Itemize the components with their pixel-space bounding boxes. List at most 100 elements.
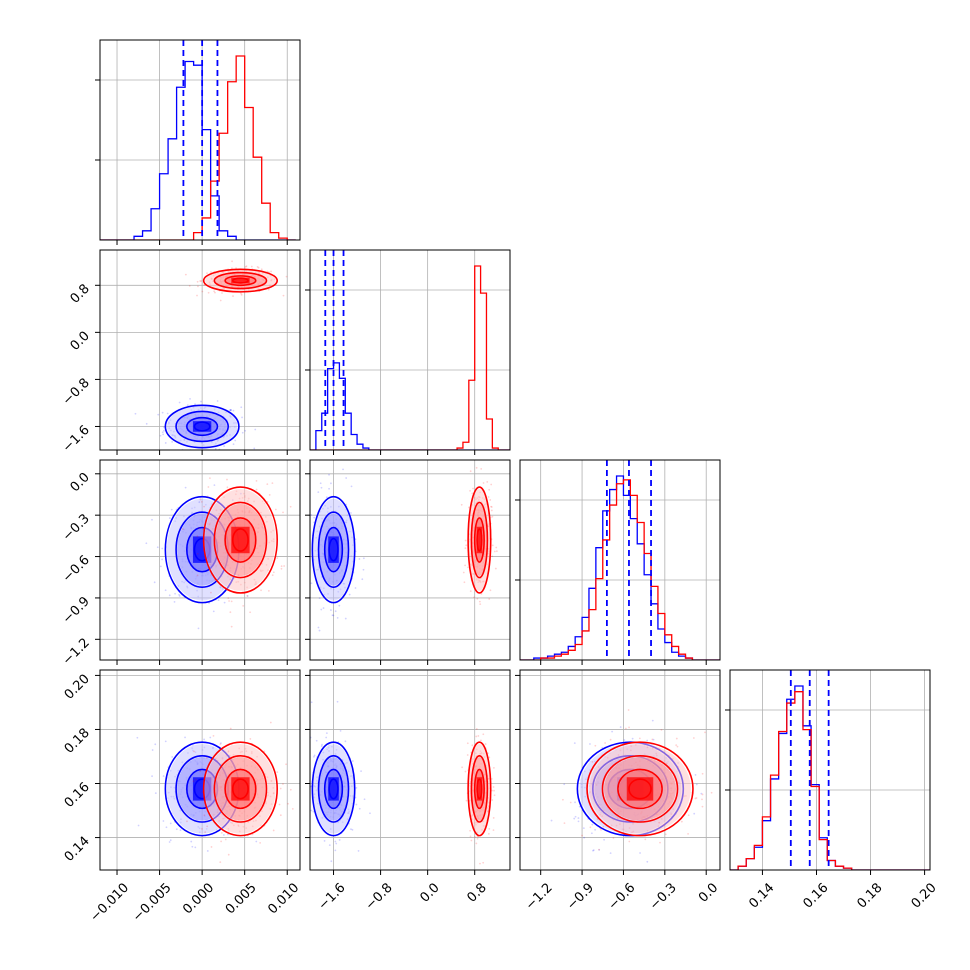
sample-point [488, 488, 491, 491]
sample-point [335, 842, 338, 845]
sample-point [186, 404, 189, 407]
sample-point [471, 813, 474, 816]
sample-point [655, 813, 658, 816]
sample-point [207, 522, 209, 525]
sample-point [563, 783, 566, 786]
sample-point [468, 533, 471, 536]
sample-point [483, 498, 486, 501]
sample-point [238, 815, 241, 817]
contour-blue [164, 404, 240, 449]
sample-point [617, 754, 620, 756]
sample-point [622, 796, 625, 799]
sample-point [612, 784, 615, 787]
sample-point [329, 609, 332, 611]
sample-point [194, 413, 197, 416]
sample-point [201, 574, 204, 577]
sample-point [350, 512, 352, 514]
sample-point [215, 509, 218, 512]
sample-point [610, 802, 613, 805]
sample-point [270, 278, 273, 281]
sample-point [488, 827, 491, 830]
sample-point [215, 786, 217, 789]
sample-point [170, 429, 172, 432]
sample-point [219, 545, 222, 548]
sample-point [482, 561, 485, 563]
sample-point [472, 782, 475, 785]
sample-point [212, 422, 215, 425]
sample-point [218, 535, 221, 538]
sample-point [260, 589, 262, 592]
sample-point [185, 430, 187, 433]
sample-point [208, 523, 211, 526]
sample-point [178, 593, 180, 596]
sample-point [350, 785, 353, 788]
sample-point [617, 807, 620, 810]
sample-point [670, 777, 672, 780]
sample-point [197, 595, 200, 598]
sample-point [229, 755, 231, 758]
sample-point [630, 745, 633, 748]
sample-point [201, 530, 204, 533]
sample-point [479, 513, 482, 516]
sample-point [210, 591, 212, 594]
sample-point [484, 524, 486, 526]
sample-point [616, 807, 619, 810]
sample-point [476, 597, 479, 600]
panel-content [310, 700, 496, 865]
sample-point [219, 428, 222, 430]
sample-point [216, 400, 219, 402]
density-core [328, 536, 339, 563]
sample-point [351, 795, 354, 797]
sample-point [278, 803, 281, 806]
sample-point [213, 484, 216, 487]
sample-point [266, 776, 269, 779]
sample-point [185, 432, 188, 434]
sample-point [323, 593, 326, 596]
sample-point [325, 771, 327, 774]
sample-point [225, 551, 227, 554]
sample-point [342, 808, 345, 811]
sample-point [355, 786, 358, 789]
sample-point [190, 781, 193, 784]
sample-point [227, 541, 230, 544]
sample-point [198, 802, 201, 805]
sample-point [464, 564, 466, 567]
contour-blue [317, 511, 350, 588]
sample-point [210, 574, 212, 577]
sample-point [255, 819, 257, 822]
sample-point [214, 442, 217, 445]
sample-point [252, 820, 255, 823]
sample-point [219, 774, 222, 777]
sample-point [235, 422, 237, 424]
panel-content [100, 40, 296, 240]
sample-point [653, 759, 656, 761]
sample-point [327, 507, 329, 510]
sample-point [183, 528, 186, 531]
sample-point [212, 525, 215, 528]
sample-point [670, 813, 673, 816]
sample-point [335, 812, 338, 814]
density-core [231, 526, 250, 554]
sample-point [218, 820, 221, 822]
sample-point [471, 818, 474, 821]
sample-point [250, 531, 253, 534]
sample-point [609, 752, 611, 755]
sample-point [655, 811, 658, 814]
sample-point [206, 272, 208, 275]
sample-point [213, 813, 215, 816]
sample-point [344, 773, 347, 776]
sample-point [167, 421, 170, 424]
sample-point [569, 801, 572, 804]
sample-point [478, 511, 480, 514]
sample-point [255, 480, 258, 482]
sample-point [164, 589, 167, 592]
sample-point [638, 760, 641, 763]
sample-point [223, 496, 225, 499]
sample-point [203, 815, 206, 818]
sample-point [196, 589, 198, 592]
sample-point [727, 822, 729, 824]
sample-point [162, 433, 165, 436]
sample-point [189, 796, 192, 799]
sample-point [654, 820, 656, 823]
sample-point [226, 805, 228, 808]
